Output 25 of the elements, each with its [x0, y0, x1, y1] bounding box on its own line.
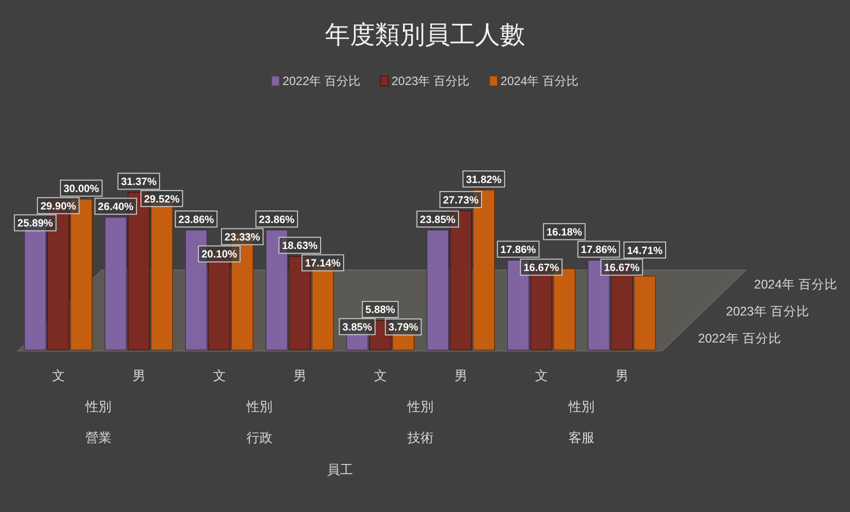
data-label: 29.52%: [144, 193, 180, 206]
data-label: 17.14%: [304, 258, 342, 270]
data-label: 18.63%: [282, 240, 318, 252]
data-label: 23.33%: [224, 231, 261, 244]
title: 年度類別員工人數: [325, 21, 525, 49]
data-label: 27.73%: [442, 194, 480, 206]
data-label: 5.88%: [365, 304, 396, 316]
data-label: 3.79%: [388, 322, 419, 334]
data-label: 16.18%: [546, 226, 583, 238]
data-label: 29.90%: [40, 200, 77, 212]
data-label: 14.71%: [626, 244, 664, 257]
data-label: 30.00%: [63, 182, 100, 195]
data-label: 31.82%: [466, 174, 502, 186]
data-label: 16.67%: [604, 262, 640, 274]
data-label: 23.86%: [178, 214, 215, 226]
data-label: 26.40%: [98, 201, 134, 214]
data-label: 20.10%: [201, 248, 238, 261]
data-label: 31.37%: [120, 176, 158, 188]
data-label: 17.86%: [580, 244, 618, 256]
data-label: 3.85%: [342, 321, 373, 334]
data-label: 23.86%: [258, 214, 296, 226]
data-label: 17.86%: [500, 244, 537, 256]
data-label: 23.85%: [420, 214, 456, 226]
data-label: 25.89%: [17, 218, 54, 230]
data-label: 16.67%: [523, 262, 560, 274]
